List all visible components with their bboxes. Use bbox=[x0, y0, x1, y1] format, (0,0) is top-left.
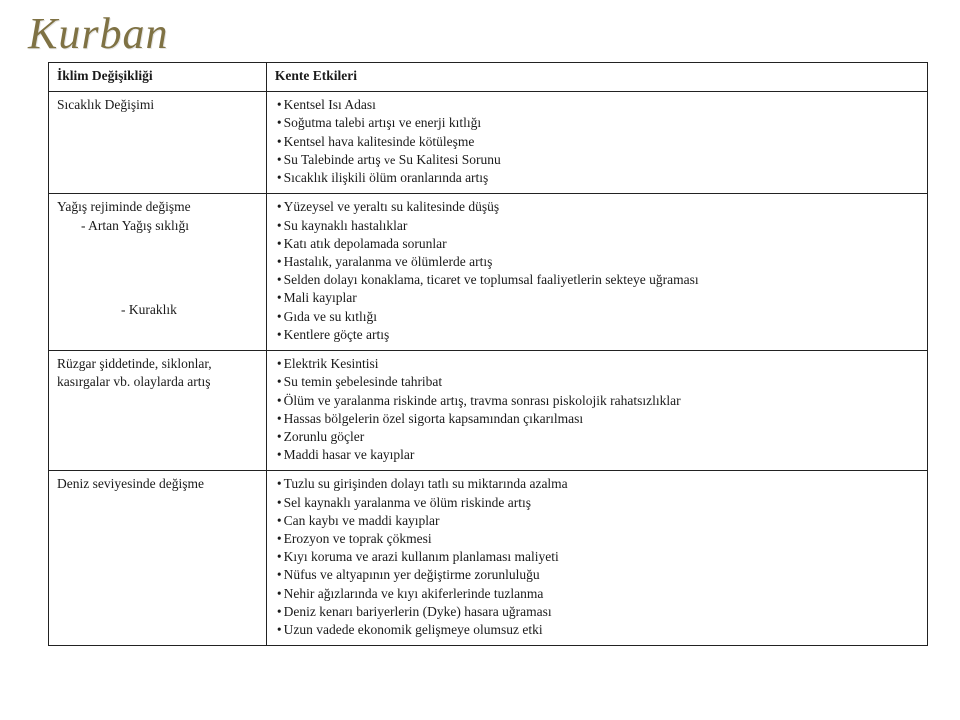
list-item: Sıcaklık ilişkili ölüm oranlarında artış bbox=[277, 169, 919, 187]
table-row: Sıcaklık Değişimi Kentsel Isı Adası Soğu… bbox=[49, 92, 928, 194]
table-header-row: İklim Değişikliği Kente Etkileri bbox=[49, 63, 928, 92]
list-item: Mali kayıplar bbox=[277, 289, 919, 307]
header-col-1: İklim Değişikliği bbox=[49, 63, 267, 92]
list-item: Kentlere göçte artış bbox=[277, 326, 919, 344]
row4-left: Deniz seviyesinde değişme bbox=[49, 471, 267, 646]
row1-right: Kentsel Isı Adası Soğutma talebi artışı … bbox=[266, 92, 927, 194]
header-col-2: Kente Etkileri bbox=[266, 63, 927, 92]
list-item: Nüfus ve altyapının yer değiştirme zorun… bbox=[277, 566, 919, 584]
list-item: Can kaybı ve maddi kayıplar bbox=[277, 512, 919, 530]
row2-right: Yüzeysel ve yeraltı su kalitesinde düşüş… bbox=[266, 194, 927, 351]
page-title: Kurban bbox=[28, 8, 168, 59]
list-item: Hastalık, yaralanma ve ölümlerde artış bbox=[277, 253, 919, 271]
row3-left-line2: kasırgalar vb. olaylarda artış bbox=[57, 373, 258, 391]
list-item: Gıda ve su kıtlığı bbox=[277, 308, 919, 326]
table-row: Deniz seviyesinde değişme Tuzlu su giriş… bbox=[49, 471, 928, 646]
list-item: Selden dolayı konaklama, ticaret ve topl… bbox=[277, 271, 919, 289]
row3-right: Elektrik Kesintisi Su temin şebelesinde … bbox=[266, 351, 927, 471]
list-item: Su Talebinde artış ve Su Kalitesi Sorunu bbox=[277, 151, 919, 169]
list-item: Uzun vadede ekonomik gelişmeye olumsuz e… bbox=[277, 621, 919, 639]
list-item: Maddi hasar ve kayıplar bbox=[277, 446, 919, 464]
list-item: Kıyı koruma ve arazi kullanım planlaması… bbox=[277, 548, 919, 566]
list-item: Hassas bölgelerin özel sigorta kapsamınd… bbox=[277, 410, 919, 428]
list-item: Sel kaynaklı yaralanma ve ölüm riskinde … bbox=[277, 494, 919, 512]
row1-left-line: Sıcaklık Değişimi bbox=[57, 96, 258, 114]
list-item: Yüzeysel ve yeraltı su kalitesinde düşüş bbox=[277, 198, 919, 216]
list-item: Ölüm ve yaralanma riskinde artış, travma… bbox=[277, 392, 919, 410]
row2-left-line2: - Artan Yağış sıklığı bbox=[57, 217, 258, 235]
row3-left: Rüzgar şiddetinde, siklonlar, kasırgalar… bbox=[49, 351, 267, 471]
row2-left-line3: - Kuraklık bbox=[57, 301, 258, 319]
list-item: Kentsel Isı Adası bbox=[277, 96, 919, 114]
table-row: Rüzgar şiddetinde, siklonlar, kasırgalar… bbox=[49, 351, 928, 471]
list-item: Kentsel hava kalitesinde kötüleşme bbox=[277, 133, 919, 151]
row3-left-line1: Rüzgar şiddetinde, siklonlar, bbox=[57, 355, 258, 373]
list-item: Su temin şebelesinde tahribat bbox=[277, 373, 919, 391]
list-item: Erozyon ve toprak çökmesi bbox=[277, 530, 919, 548]
list-item: Nehir ağızlarında ve kıyı akiferlerinde … bbox=[277, 585, 919, 603]
list-item: Su kaynaklı hastalıklar bbox=[277, 217, 919, 235]
list-item: Deniz kenarı bariyerlerin (Dyke) hasara … bbox=[277, 603, 919, 621]
list-item: Katı atık depolamada sorunlar bbox=[277, 235, 919, 253]
row2-left: Yağış rejiminde değişme - Artan Yağış sı… bbox=[49, 194, 267, 351]
impact-table: İklim Değişikliği Kente Etkileri Sıcaklı… bbox=[48, 62, 928, 646]
list-item: Soğutma talebi artışı ve enerji kıtlığı bbox=[277, 114, 919, 132]
row1-left: Sıcaklık Değişimi bbox=[49, 92, 267, 194]
table-row: Yağış rejiminde değişme - Artan Yağış sı… bbox=[49, 194, 928, 351]
row2-left-line1: Yağış rejiminde değişme bbox=[57, 198, 258, 216]
row4-left-line1: Deniz seviyesinde değişme bbox=[57, 475, 258, 493]
row4-right: Tuzlu su girişinden dolayı tatlı su mikt… bbox=[266, 471, 927, 646]
list-item: Tuzlu su girişinden dolayı tatlı su mikt… bbox=[277, 475, 919, 493]
list-item: Elektrik Kesintisi bbox=[277, 355, 919, 373]
list-item: Zorunlu göçler bbox=[277, 428, 919, 446]
